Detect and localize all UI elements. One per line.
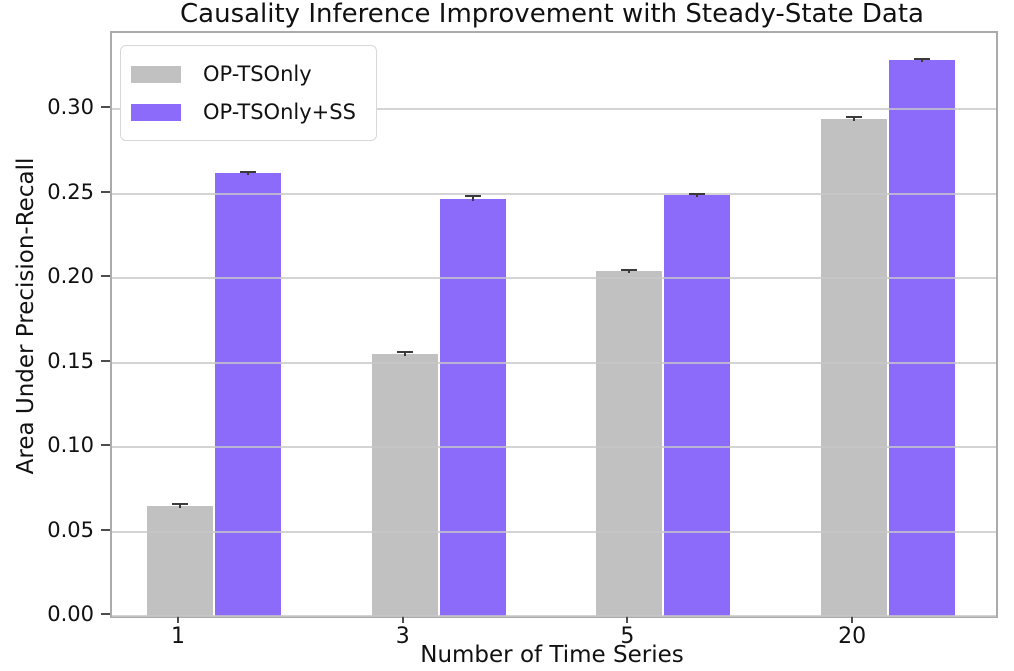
legend-entry: OP-TSOnly+SS (131, 93, 356, 131)
error-bar-whisker (403, 351, 406, 357)
legend-entry: OP-TSOnly (131, 55, 356, 93)
bar-OP-TSOnly-20 (821, 119, 888, 616)
legend-swatch-icon (131, 65, 181, 83)
error-bar-whisker (628, 269, 631, 274)
y-tick-mark (101, 444, 110, 446)
y-tick-mark (101, 528, 110, 531)
bar-OP-TSOnly+SS-3 (439, 198, 506, 616)
y-tick-mark (101, 613, 110, 615)
x-tick-label: 1 (171, 624, 185, 649)
y-tick-mark (101, 106, 110, 109)
y-tick-label: 0.25 (47, 179, 94, 204)
y-tick-label: 0.20 (47, 264, 94, 289)
legend-label: OP-TSOnly+SS (203, 100, 356, 124)
x-tick-mark (851, 616, 854, 623)
bar-OP-TSOnly+SS-5 (664, 195, 731, 616)
x-tick-label: 5 (620, 624, 635, 649)
bar-OP-TSOnly-5 (596, 271, 663, 616)
error-bar-whisker (179, 504, 181, 509)
plot-area: OP-TSOnly OP-TSOnly+SS (110, 31, 998, 618)
error-bar-whisker (853, 117, 856, 122)
bar-OP-TSOnly-3 (371, 354, 438, 616)
error-bar-whisker (696, 193, 699, 198)
error-bar-whisker (247, 171, 249, 176)
y-tick-label: 0.05 (47, 517, 94, 542)
x-tick-label: 3 (395, 624, 410, 649)
legend-swatch-icon (131, 103, 181, 121)
bar-OP-TSOnly+SS-1 (215, 173, 281, 616)
bar-OP-TSOnly+SS-20 (889, 60, 956, 616)
bar-OP-TSOnly-1 (147, 506, 213, 616)
y-tick-label: 0.10 (47, 433, 94, 457)
y-tick-mark (101, 275, 110, 278)
y-tick-label: 0.30 (47, 95, 94, 120)
x-axis-label: Number of Time Series (420, 642, 684, 668)
chart-title: Causality Inference Improvement with Ste… (180, 0, 924, 29)
y-tick-label: 0.00 (47, 602, 94, 626)
y-tick-label: 0.15 (47, 348, 94, 373)
y-tick-mark (101, 190, 110, 193)
error-bar-whisker (921, 58, 924, 63)
legend-label: OP-TSOnly (203, 62, 312, 86)
legend: OP-TSOnly OP-TSOnly+SS (120, 45, 377, 141)
x-tick-mark (401, 616, 404, 623)
x-tick-mark (626, 616, 629, 623)
error-bar-whisker (471, 196, 474, 201)
x-tick-label: 20 (838, 624, 867, 649)
y-tick-mark (101, 359, 110, 362)
x-tick-mark (177, 616, 179, 623)
